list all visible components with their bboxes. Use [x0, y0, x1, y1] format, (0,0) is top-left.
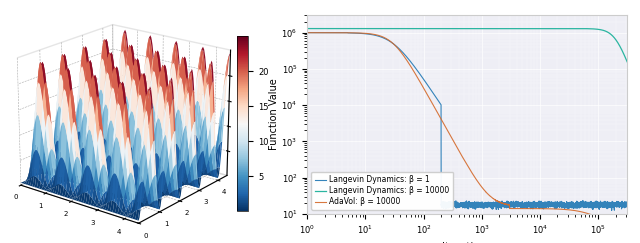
Langevin Dynamics: β = 1: (2.35e+04, 15.7): β = 1: (2.35e+04, 15.7): [557, 205, 565, 208]
Langevin Dynamics: β = 1: (3.16e+05, 21.1): β = 1: (3.16e+05, 21.1): [623, 201, 631, 204]
AdaVol: β = 10000: (1, 1e+06): β = 10000: (1, 1e+06): [303, 31, 311, 34]
Langevin Dynamics: β = 10000: (1.89, 1.3e+06): β = 10000: (1.89, 1.3e+06): [319, 27, 327, 30]
Langevin Dynamics: β = 10000: (1, 1.3e+06): β = 10000: (1, 1.3e+06): [303, 27, 311, 30]
AdaVol: β = 10000: (98, 3.15e+04): β = 10000: (98, 3.15e+04): [419, 86, 427, 89]
Langevin Dynamics: β = 1: (3.12e+03, 18.1): β = 1: (3.12e+03, 18.1): [507, 203, 515, 206]
AdaVol: β = 10000: (3.12e+05, 4.96): β = 10000: (3.12e+05, 4.96): [623, 223, 630, 226]
Langevin Dynamics: β = 10000: (3.16e+05, 1.56e+05): β = 10000: (3.16e+05, 1.56e+05): [623, 61, 631, 63]
Langevin Dynamics: β = 1: (1.8e+03, 18.7): β = 1: (1.8e+03, 18.7): [493, 202, 500, 205]
Line: Langevin Dynamics: β = 1: Langevin Dynamics: β = 1: [307, 33, 627, 210]
Langevin Dynamics: β = 1: (1.2e+04, 16.5): β = 1: (1.2e+04, 16.5): [541, 204, 548, 207]
Langevin Dynamics: β = 10000: (98, 1.3e+06): β = 10000: (98, 1.3e+06): [419, 27, 427, 30]
AdaVol: β = 10000: (1.2e+04, 13.9): β = 10000: (1.2e+04, 13.9): [541, 207, 548, 210]
AdaVol: β = 10000: (3.12e+03, 14): β = 10000: (3.12e+03, 14): [507, 207, 515, 210]
AdaVol: β = 10000: (1.89, 1e+06): β = 10000: (1.89, 1e+06): [319, 31, 327, 34]
AdaVol: β = 10000: (1.8e+03, 23.3): β = 10000: (1.8e+03, 23.3): [493, 199, 500, 202]
Langevin Dynamics: β = 1: (1, 1e+06): β = 1: (1, 1e+06): [303, 31, 311, 34]
Langevin Dynamics: β = 1: (1.71e+05, 12.5): β = 1: (1.71e+05, 12.5): [608, 209, 616, 212]
Langevin Dynamics: β = 10000: (1.8e+03, 1.3e+06): β = 10000: (1.8e+03, 1.3e+06): [493, 27, 500, 30]
Langevin Dynamics: β = 10000: (3.12e+03, 1.3e+06): β = 10000: (3.12e+03, 1.3e+06): [507, 27, 515, 30]
Langevin Dynamics: β = 1: (98, 5.44e+04): β = 1: (98, 5.44e+04): [419, 77, 427, 80]
Legend: Langevin Dynamics: β = 1, Langevin Dynamics: β = 10000, AdaVol: β = 10000: Langevin Dynamics: β = 1, Langevin Dynam…: [311, 172, 453, 210]
Y-axis label: Function Value: Function Value: [269, 78, 278, 150]
Langevin Dynamics: β = 10000: (1.2e+04, 1.3e+06): β = 10000: (1.2e+04, 1.3e+06): [541, 27, 548, 30]
AdaVol: β = 10000: (2.35e+04, 13.4): β = 10000: (2.35e+04, 13.4): [557, 208, 565, 211]
Line: AdaVol: β = 10000: AdaVol: β = 10000: [307, 33, 627, 225]
Line: Langevin Dynamics: β = 10000: Langevin Dynamics: β = 10000: [307, 29, 627, 62]
Langevin Dynamics: β = 10000: (2.35e+04, 1.3e+06): β = 10000: (2.35e+04, 1.3e+06): [557, 27, 565, 30]
AdaVol: β = 10000: (3.16e+05, 4.96): β = 10000: (3.16e+05, 4.96): [623, 223, 631, 226]
X-axis label: Iterations: Iterations: [442, 242, 492, 243]
Langevin Dynamics: β = 1: (1.89, 1e+06): β = 1: (1.89, 1e+06): [319, 31, 327, 34]
